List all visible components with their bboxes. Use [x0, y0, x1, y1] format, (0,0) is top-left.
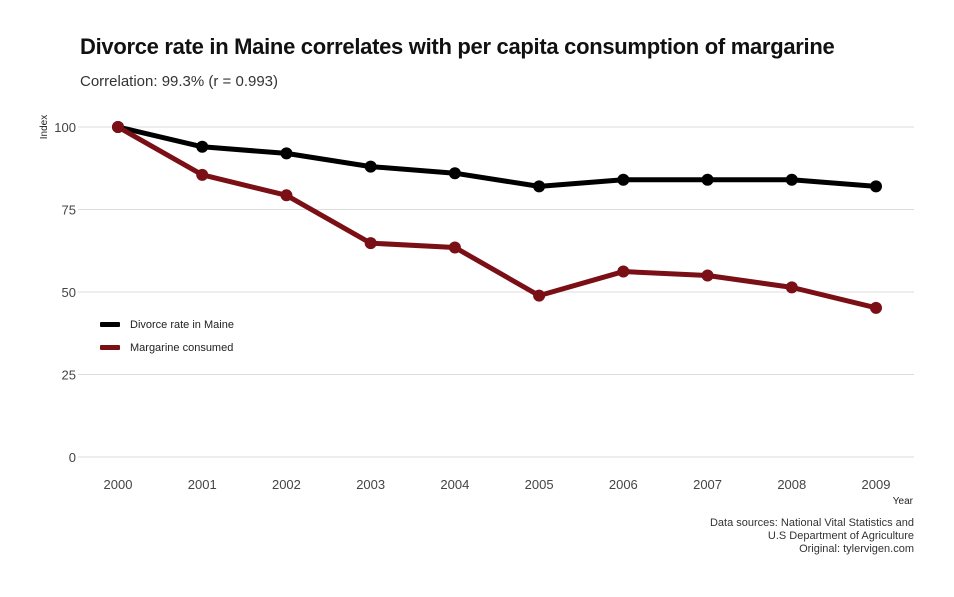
data-point-divorce-2002 [280, 147, 293, 160]
y-tick-label-0: 0 [69, 450, 76, 465]
y-axis-title: Index [39, 115, 50, 139]
series-line-divorce [115, 124, 879, 189]
chart-subtitle: Correlation: 99.3% (r = 0.993) [80, 73, 279, 90]
y-tick-label-100: 100 [54, 120, 76, 135]
data-point-margarine-2002 [280, 189, 293, 202]
x-tick-label-2008: 2008 [777, 477, 806, 492]
data-point-divorce-2003 [364, 160, 377, 173]
data-point-divorce-2008 [785, 173, 798, 186]
x-tick-label-2004: 2004 [440, 477, 469, 492]
data-point-margarine-2008 [785, 281, 798, 294]
data-point-margarine-2007 [701, 269, 714, 282]
x-tick-label-2009: 2009 [862, 477, 891, 492]
data-point-divorce-2007 [701, 173, 714, 186]
data-point-divorce-2005 [533, 180, 546, 193]
caption-line-sources: Data sources: National Vital Statistics … [709, 517, 914, 529]
x-tick-label-2000: 2000 [104, 477, 133, 492]
caption-line-original: Original: tylervigen.com [799, 543, 914, 555]
data-sources-caption: Data sources: National Vital Statistics … [710, 517, 914, 556]
legend-label-divorce: Divorce rate in Maine [130, 318, 234, 331]
x-tick-label-2007: 2007 [693, 477, 722, 492]
data-point-divorce-2004 [448, 167, 461, 180]
data-point-margarine-2005 [533, 289, 546, 302]
x-axis-title: Year [893, 496, 914, 507]
x-tick-label-2003: 2003 [356, 477, 385, 492]
data-point-margarine-2006 [617, 265, 630, 278]
y-tick-label-75: 75 [62, 203, 76, 218]
x-tick-label-2001: 2001 [188, 477, 217, 492]
x-tick-label-2005: 2005 [525, 477, 554, 492]
legend: Divorce rate in Maine Margarine consumed [100, 313, 234, 359]
data-point-margarine-2000 [112, 121, 124, 133]
caption-line-agency: U.S Department of Agriculture [767, 530, 914, 542]
y-tick-label-25: 25 [62, 368, 76, 383]
data-point-margarine-2003 [364, 237, 377, 250]
series-line-margarine [115, 124, 879, 311]
legend-key-margarine [100, 345, 120, 350]
chart-title: Divorce rate in Maine correlates with pe… [80, 34, 835, 59]
x-tick-label-2006: 2006 [609, 477, 638, 492]
legend-key-divorce [100, 322, 120, 327]
data-point-margarine-2004 [448, 241, 461, 254]
x-tick-label-2002: 2002 [272, 477, 301, 492]
data-point-divorce-2009 [870, 180, 882, 193]
data-point-margarine-2009 [870, 301, 882, 314]
legend-item-divorce: Divorce rate in Maine [100, 313, 234, 336]
legend-label-margarine: Margarine consumed [130, 341, 234, 354]
data-point-divorce-2001 [196, 140, 209, 153]
y-tick-label-50: 50 [62, 285, 76, 300]
data-point-margarine-2001 [196, 168, 209, 181]
legend-item-margarine: Margarine consumed [100, 336, 234, 359]
data-point-divorce-2006 [617, 173, 630, 186]
